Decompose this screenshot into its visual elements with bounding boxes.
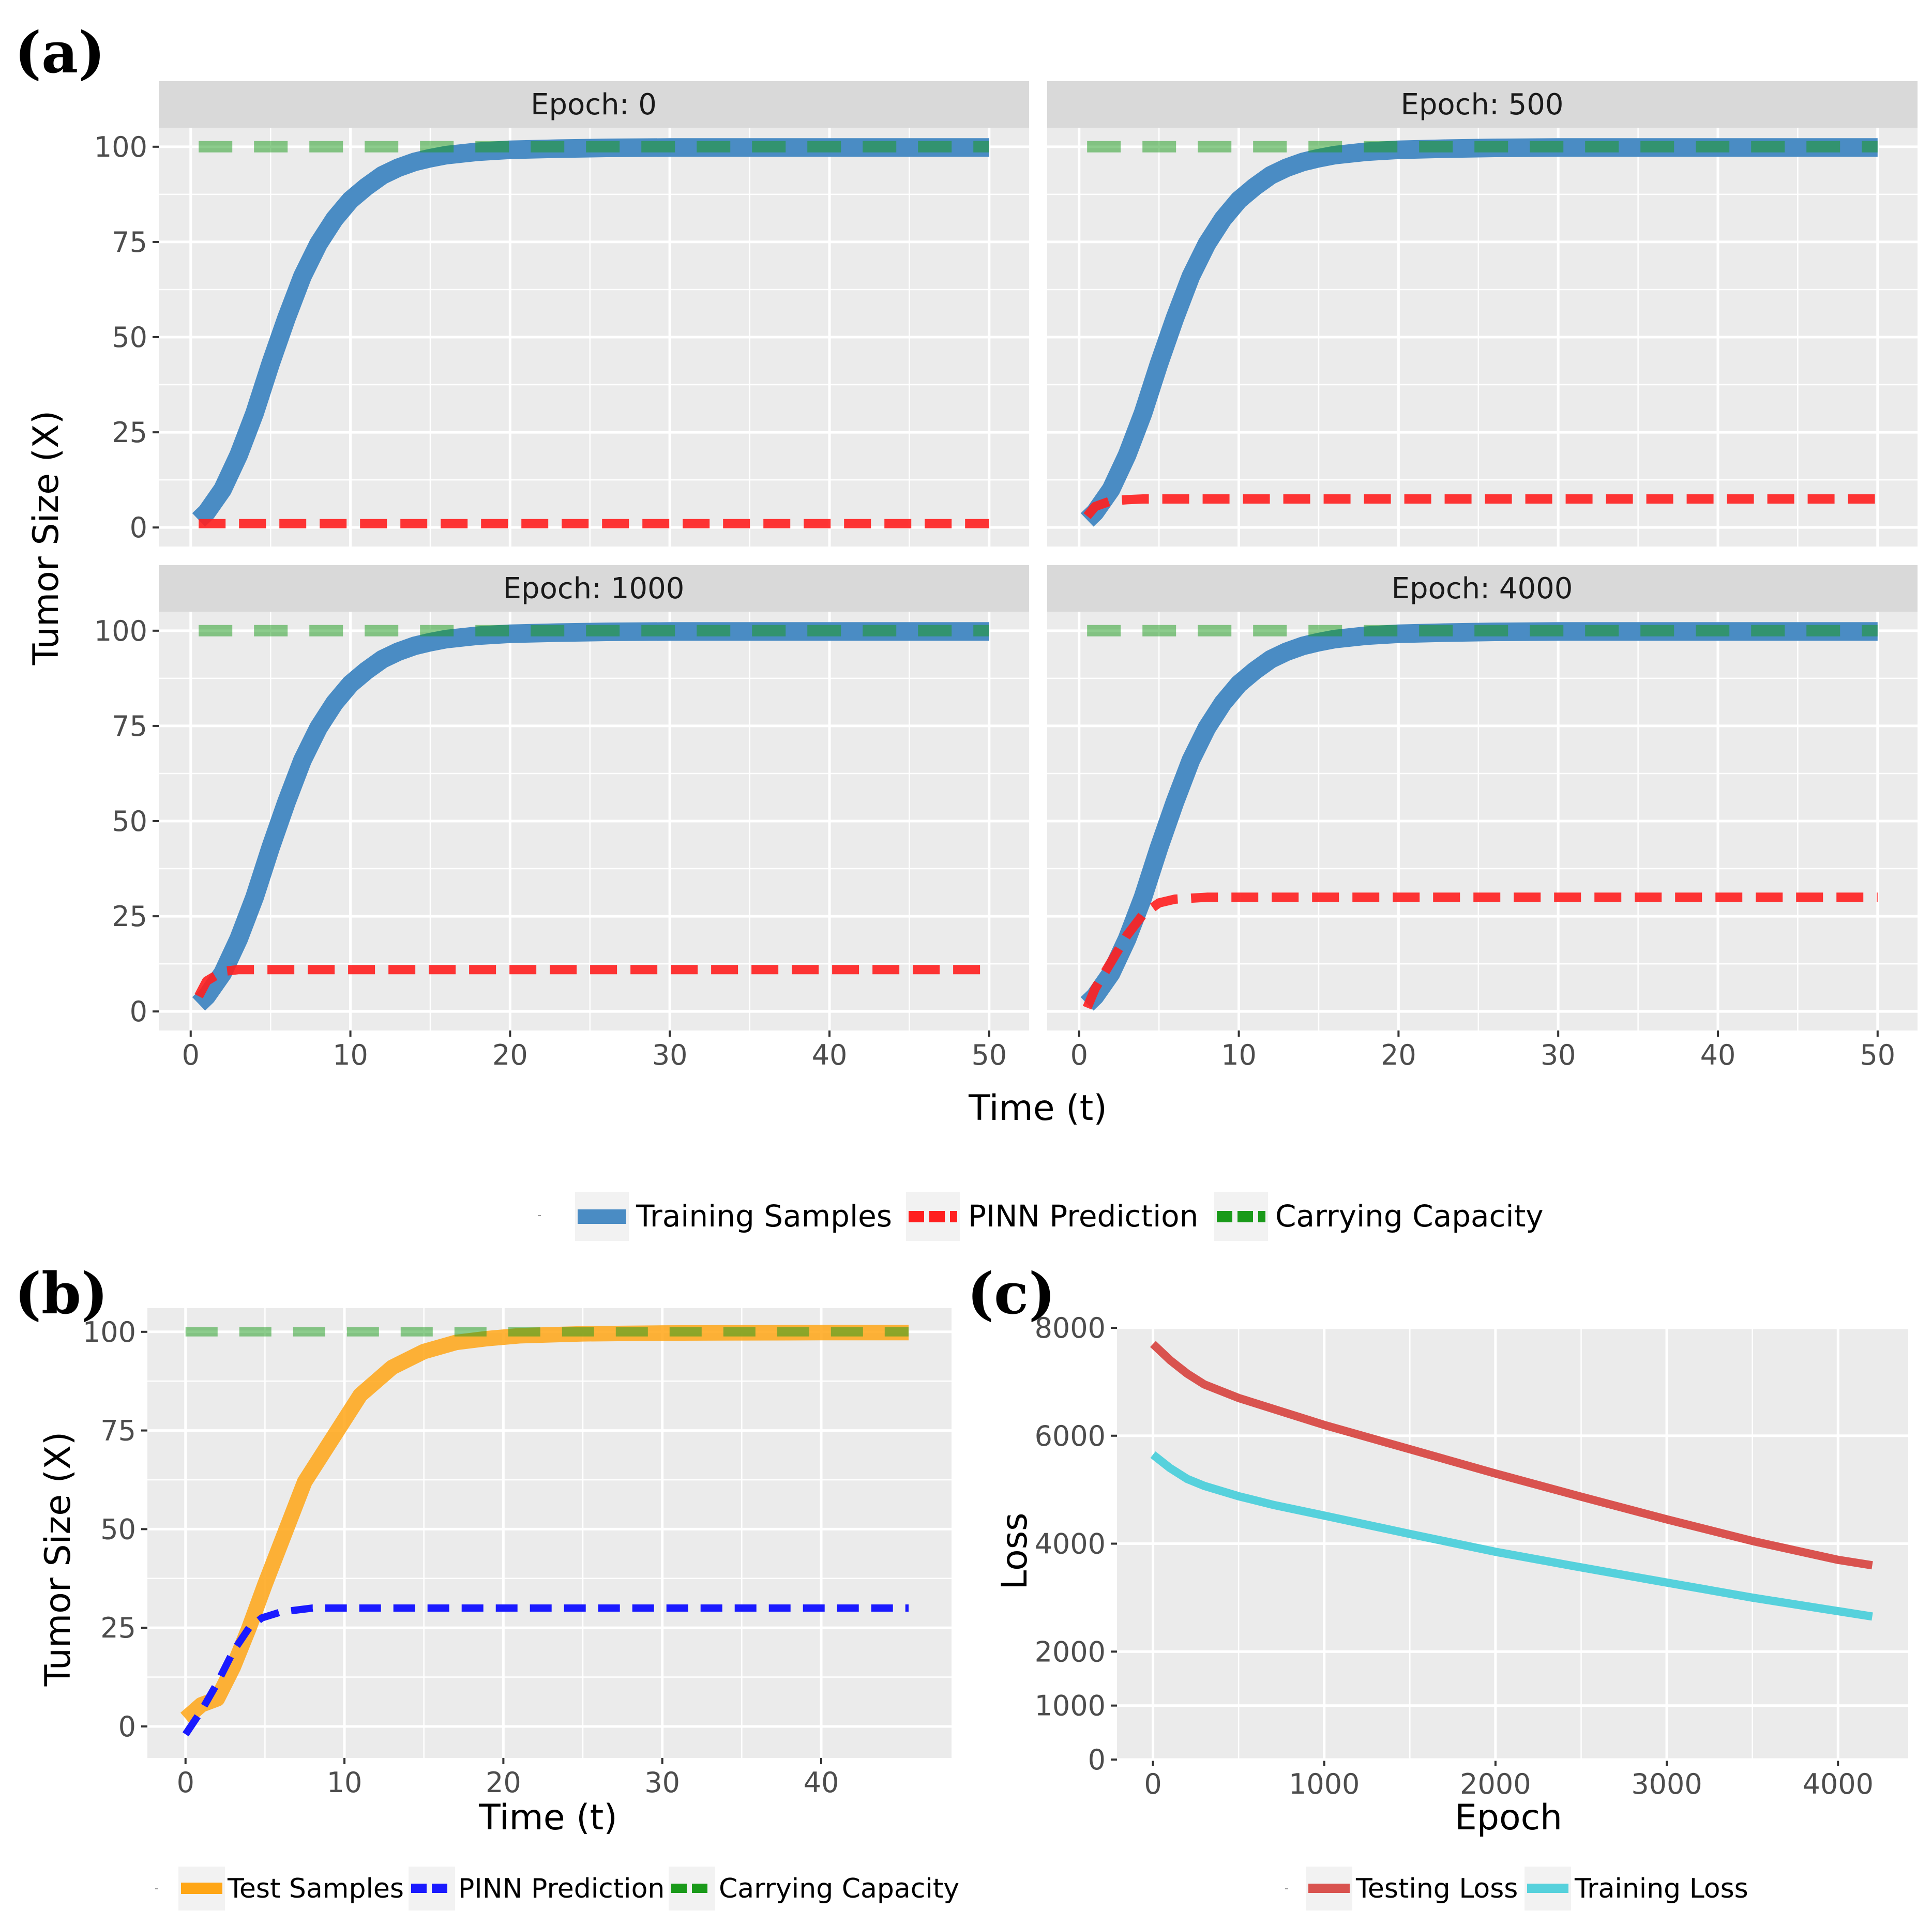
- legend-dot: [1285, 1888, 1288, 1889]
- legend-label-training-loss: Training Loss: [1574, 1873, 1748, 1904]
- x-axis-title-a: Time (t): [968, 1088, 1107, 1129]
- series-pinn-prediction: [1083, 494, 1878, 519]
- y-tick-label: 25: [112, 900, 147, 933]
- x-tick-label: 10: [1221, 1039, 1257, 1071]
- facet-title: Epoch: 500: [1400, 88, 1563, 122]
- y-tick-label: 25: [100, 1612, 136, 1644]
- x-tick-label: 30: [1541, 1039, 1576, 1071]
- facet-epoch-500: Epoch: 500: [1047, 81, 1918, 547]
- x-tick-label: 50: [971, 1039, 1007, 1071]
- y-tick-label: 75: [112, 710, 147, 742]
- x-axis-title-c: Epoch: [1455, 1797, 1562, 1838]
- y-tick-label: 2000: [1035, 1635, 1106, 1668]
- y-tick-label: 4000: [1035, 1528, 1106, 1560]
- plot-area: 0 10 20 30 40 50 0 25 50 75 100: [94, 612, 1029, 1071]
- x-axis-title-b: Time (t): [478, 1797, 617, 1838]
- x-tick-label: 40: [1700, 1039, 1736, 1071]
- series-pinn-prediction: [182, 1604, 909, 1737]
- facet-strip: [1047, 565, 1918, 612]
- legend-dot: [538, 1215, 541, 1216]
- x-tick-label: 10: [327, 1766, 363, 1799]
- y-axis-title-b: Tumor Size (X): [38, 1432, 79, 1687]
- series-training-samples: [192, 138, 989, 527]
- y-tick-label: 0: [118, 1710, 136, 1743]
- series-training-samples: [1080, 622, 1878, 1011]
- series-training-samples: [1080, 138, 1878, 527]
- x-tick-label: 1000: [1289, 1768, 1360, 1800]
- facet-strip: [159, 565, 1029, 612]
- facet-epoch-4000: Epoch: 4000 0 10 20 30 40 50: [1047, 565, 1918, 1071]
- y-tick-label: 50: [112, 321, 147, 354]
- facet-title: Epoch: 4000: [1392, 572, 1573, 605]
- y-tick-label: 0: [130, 511, 147, 544]
- y-tick-label: 100: [94, 615, 147, 647]
- plot-background: [147, 1308, 952, 1758]
- x-tick-label: 50: [1860, 1039, 1895, 1071]
- x-tick-label: 0: [1070, 1039, 1088, 1071]
- legend-label-carrying-capacity: Carrying Capacity: [1275, 1199, 1544, 1234]
- x-tick-label: 30: [644, 1766, 680, 1799]
- legend-b: Test Samples PINN Prediction Carrying Ca…: [155, 1867, 959, 1911]
- panel-b-test: 0 10 20 30 40 0 25 50 75 100: [83, 1308, 952, 1799]
- y-tick-label: 50: [100, 1513, 136, 1545]
- facet-strip: [1047, 81, 1918, 128]
- x-tick-label: 40: [804, 1766, 839, 1799]
- facet-strip: [159, 81, 1029, 128]
- panel-c-loss: 0 1000 2000 3000 4000 0 1000 2000 4000 6000 8000: [1035, 1312, 1908, 1800]
- x-tick-label: 20: [486, 1766, 521, 1799]
- panel-letter-b: (b): [14, 1260, 108, 1327]
- plot-area: 0 10 20 30 40 50: [1047, 612, 1918, 1071]
- legend-label-pinn-prediction: PINN Prediction: [458, 1873, 665, 1904]
- facet-epoch-0: Epoch: 0 0 25 50 75 100: [94, 81, 1029, 547]
- x-tick-label: 3000: [1631, 1768, 1702, 1800]
- x-tick-label: 20: [492, 1039, 528, 1071]
- facet-epoch-1000: Epoch: 1000 0 10 20 30 40 50 0 25 50 75 100: [94, 565, 1029, 1071]
- panel-letter-a: (a): [14, 19, 105, 86]
- y-tick-label: 0: [130, 995, 147, 1028]
- x-tick-label: 0: [182, 1039, 200, 1071]
- y-tick-label: 0: [1088, 1744, 1106, 1776]
- legend-label-testing-loss: Testing Loss: [1355, 1873, 1518, 1904]
- facet-title: Epoch: 1000: [503, 572, 685, 605]
- x-tick-label: 30: [652, 1039, 688, 1071]
- y-tick-label: 1000: [1035, 1690, 1106, 1722]
- plot-area: [1047, 128, 1918, 547]
- y-axis-title-a: Tumor Size (X): [26, 411, 67, 666]
- plot-area: 0 10 20 30 40 0 25 50 75 100: [83, 1308, 952, 1799]
- legend-a: Training Samples PINN Prediction Carryin…: [538, 1192, 1544, 1241]
- y-tick-label: 25: [112, 416, 147, 449]
- plot-area: 0 1000 2000 3000 4000 0 1000 2000 4000 6000 8000: [1035, 1312, 1908, 1800]
- legend-label-carrying-capacity: Carrying Capacity: [719, 1873, 959, 1904]
- legend-c: Testing Loss Training Loss: [1285, 1867, 1748, 1911]
- plot-area: 0 25 50 75 100: [94, 128, 1029, 547]
- y-axis-title-c: Loss: [994, 1512, 1035, 1589]
- y-tick-label: 75: [100, 1415, 136, 1447]
- x-tick-label: 10: [333, 1039, 368, 1071]
- legend-label-pinn-prediction: PINN Prediction: [968, 1199, 1198, 1234]
- legend-label-test-samples: Test Samples: [227, 1873, 404, 1904]
- x-tick-label: 20: [1381, 1039, 1416, 1071]
- x-tick-label: 0: [1144, 1768, 1161, 1800]
- y-tick-label: 75: [112, 226, 147, 259]
- y-tick-label: 100: [94, 131, 147, 163]
- panel-letter-c: (c): [967, 1260, 1055, 1327]
- series-testing-loss: [1150, 1341, 1873, 1570]
- x-tick-label: 0: [177, 1766, 194, 1799]
- series-test-samples: [180, 1325, 909, 1725]
- series-training-samples: [192, 622, 989, 1011]
- y-tick-label: 8000: [1035, 1312, 1106, 1344]
- legend-label-training-samples: Training Samples: [636, 1199, 892, 1234]
- x-tick-label: 2000: [1460, 1768, 1531, 1800]
- series-pinn-prediction: [194, 965, 989, 998]
- series-pinn-prediction: [1082, 892, 1878, 1010]
- y-tick-label: 50: [112, 805, 147, 838]
- y-tick-label: 100: [83, 1316, 136, 1348]
- legend-dot: [155, 1888, 158, 1889]
- facet-title: Epoch: 0: [531, 88, 657, 122]
- series-training-loss: [1150, 1451, 1873, 1621]
- y-tick-label: 6000: [1035, 1420, 1106, 1452]
- x-tick-label: 4000: [1803, 1768, 1874, 1800]
- x-tick-label: 40: [812, 1039, 848, 1071]
